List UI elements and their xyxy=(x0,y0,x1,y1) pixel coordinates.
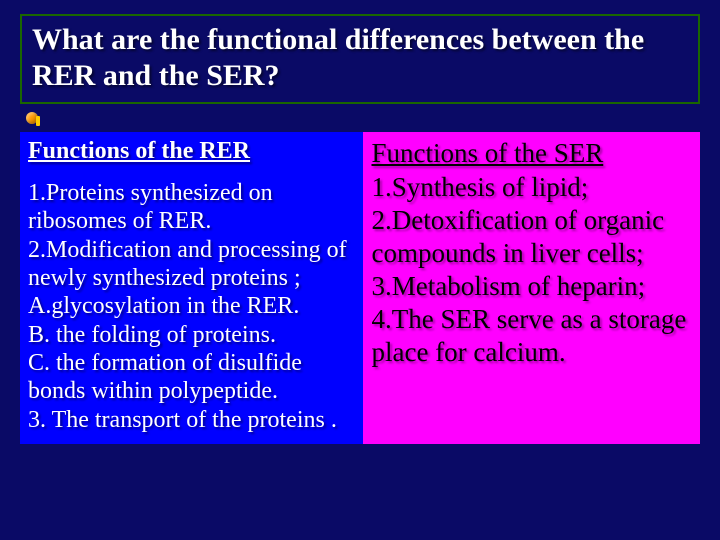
columns: Functions of the RER 1.Proteins synthesi… xyxy=(20,132,700,444)
ser-heading: Functions of the SER xyxy=(371,138,692,169)
title-box: What are the functional differences betw… xyxy=(20,14,700,104)
rer-heading: Functions of the RER xyxy=(28,138,355,165)
rer-body: 1.Proteins synthesized on ribosomes of R… xyxy=(28,179,355,434)
rer-column: Functions of the RER 1.Proteins synthesi… xyxy=(20,132,363,444)
slide-title: What are the functional differences betw… xyxy=(32,22,688,94)
bullet-fragment xyxy=(20,112,700,130)
slide: What are the functional differences betw… xyxy=(0,0,720,540)
ser-column: Functions of the SER 1.Synthesis of lipi… xyxy=(363,132,700,444)
bullet-bar-icon xyxy=(36,116,40,126)
ser-body: 1.Synthesis of lipid;2.Detoxification of… xyxy=(371,171,692,369)
